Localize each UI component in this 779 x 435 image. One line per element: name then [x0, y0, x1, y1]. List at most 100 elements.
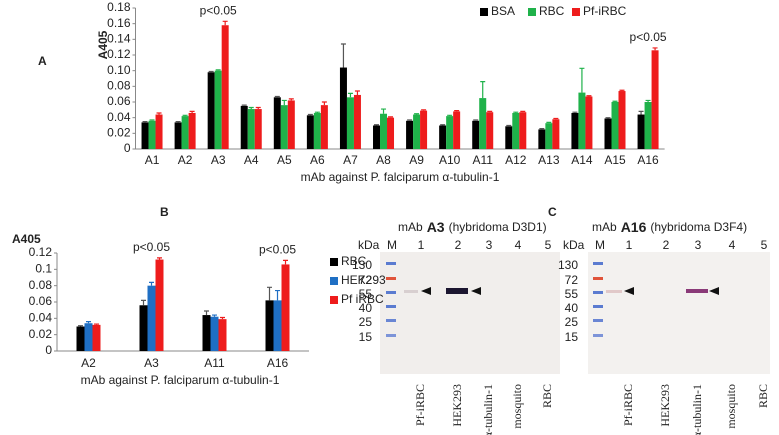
- lane-label: 5: [545, 238, 552, 252]
- error-bar: [440, 124, 446, 126]
- error-bar: [652, 47, 658, 51]
- bar: [147, 285, 156, 351]
- x-tick-label: A3: [211, 153, 226, 167]
- error-bar: [520, 110, 526, 113]
- bar: [545, 123, 553, 149]
- y-tick-label: 0.04: [107, 110, 131, 124]
- error-bar: [86, 321, 91, 324]
- x-tick-label: A1: [145, 153, 160, 167]
- marker-label: 55: [359, 287, 373, 301]
- error-bar: [605, 117, 611, 119]
- y-tick-label: 0.06: [29, 294, 53, 308]
- marker-label: 25: [565, 315, 579, 329]
- bar: [273, 300, 282, 351]
- error-bar: [374, 124, 380, 126]
- lane-label: M: [595, 238, 605, 252]
- bar: [247, 109, 255, 149]
- x-tick-label: A10: [439, 153, 461, 167]
- error-bar: [506, 124, 512, 127]
- y-tick-label: 0: [124, 141, 131, 155]
- bar: [420, 110, 428, 149]
- y-axis-label: A405: [12, 232, 41, 246]
- y-tick-label: 0.16: [107, 16, 131, 30]
- x-tick-label: A12: [505, 153, 527, 167]
- lane-label: 2: [455, 238, 462, 252]
- blot-title-part: mAb: [398, 220, 423, 234]
- error-bar: [241, 104, 247, 106]
- annotation: p<0.05: [259, 243, 296, 257]
- error-bar: [447, 114, 453, 117]
- bar: [188, 112, 196, 149]
- blot-title-part: A16: [621, 219, 647, 235]
- bar: [439, 125, 447, 149]
- error-bar: [275, 289, 280, 301]
- bar: [346, 97, 354, 149]
- error-bar: [255, 106, 261, 110]
- y-tick-label: 0: [45, 343, 52, 357]
- bar: [92, 324, 101, 351]
- legend-label: RBC: [341, 254, 367, 268]
- legend-swatch: [480, 8, 488, 16]
- y-tick-label: 0.02: [29, 327, 53, 341]
- bar: [611, 102, 619, 149]
- error-bar: [579, 67, 585, 93]
- bar: [512, 112, 520, 149]
- error-bar: [182, 114, 188, 117]
- bar: [313, 112, 321, 149]
- y-tick-label: 0.08: [29, 278, 53, 292]
- x-tick-label: A4: [244, 153, 259, 167]
- bar: [181, 116, 189, 149]
- lane-label: 4: [729, 238, 736, 252]
- x-tick-label: A16: [637, 153, 659, 167]
- error-bar: [454, 110, 460, 112]
- bar: [604, 118, 612, 149]
- bar: [155, 259, 164, 351]
- error-bar: [480, 81, 486, 99]
- legend-swatch: [572, 8, 580, 16]
- marker-label: 72: [359, 273, 373, 287]
- x-tick-label: A2: [81, 356, 96, 370]
- sample-label: HEK293: [658, 384, 672, 427]
- y-tick-label: 0.04: [29, 311, 53, 325]
- error-bar: [283, 259, 288, 265]
- lane-label: M: [387, 238, 397, 252]
- legend-label: HEK293: [341, 273, 386, 287]
- error-bar: [189, 110, 195, 113]
- x-tick-label: A8: [376, 153, 391, 167]
- bar: [387, 117, 395, 149]
- bar: [519, 112, 527, 149]
- x-tick-label: A2: [178, 153, 193, 167]
- y-tick-label: 0.12: [107, 47, 131, 61]
- error-bar: [220, 316, 225, 320]
- sample-label: HEK293: [450, 384, 464, 427]
- blot-title-part: mAb: [592, 220, 617, 234]
- lane-label: 3: [695, 238, 702, 252]
- annotation: p<0.05: [630, 30, 667, 44]
- error-bar: [248, 106, 254, 110]
- lane-label: 3: [486, 238, 493, 252]
- error-bar: [274, 95, 280, 98]
- bar: [210, 316, 219, 351]
- y-tick-label: 0.14: [107, 32, 131, 46]
- bar: [281, 264, 290, 351]
- error-bar: [487, 110, 493, 113]
- error-bar: [354, 90, 360, 95]
- error-bar: [321, 101, 327, 106]
- error-bar: [222, 20, 228, 26]
- bar: [214, 70, 222, 149]
- legend-swatch: [528, 8, 536, 16]
- bar: [585, 96, 593, 149]
- bar: [84, 323, 93, 351]
- bar: [538, 129, 546, 149]
- bar: [207, 72, 215, 149]
- bar: [637, 114, 645, 149]
- sample-label: RBC: [756, 384, 770, 408]
- bar: [353, 94, 361, 149]
- bar: [373, 125, 381, 149]
- error-bar: [612, 100, 618, 102]
- bar: [505, 126, 513, 149]
- marker-label: 130: [558, 258, 578, 272]
- marker-label: 130: [352, 258, 372, 272]
- error-bar: [388, 116, 394, 118]
- y-tick-label: 0.06: [107, 94, 131, 108]
